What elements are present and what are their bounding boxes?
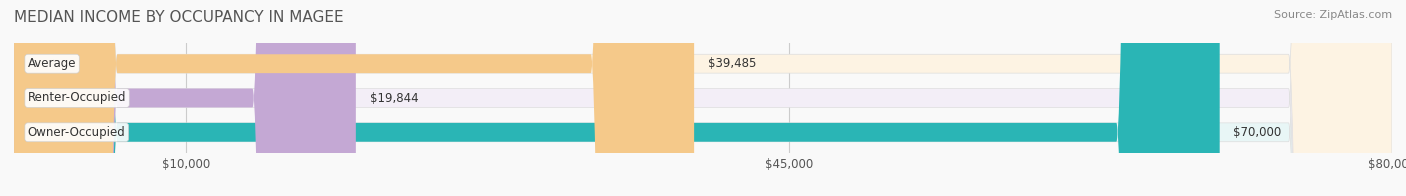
FancyBboxPatch shape: [14, 0, 1392, 196]
Text: $70,000: $70,000: [1233, 126, 1282, 139]
Text: $19,844: $19,844: [370, 92, 418, 104]
FancyBboxPatch shape: [14, 0, 356, 196]
Text: Owner-Occupied: Owner-Occupied: [28, 126, 125, 139]
FancyBboxPatch shape: [14, 0, 1220, 196]
FancyBboxPatch shape: [14, 0, 695, 196]
FancyBboxPatch shape: [14, 0, 1392, 196]
Text: Average: Average: [28, 57, 76, 70]
FancyBboxPatch shape: [14, 0, 1392, 196]
Text: Renter-Occupied: Renter-Occupied: [28, 92, 127, 104]
Text: $39,485: $39,485: [707, 57, 756, 70]
Text: MEDIAN INCOME BY OCCUPANCY IN MAGEE: MEDIAN INCOME BY OCCUPANCY IN MAGEE: [14, 10, 343, 25]
Text: Source: ZipAtlas.com: Source: ZipAtlas.com: [1274, 10, 1392, 20]
